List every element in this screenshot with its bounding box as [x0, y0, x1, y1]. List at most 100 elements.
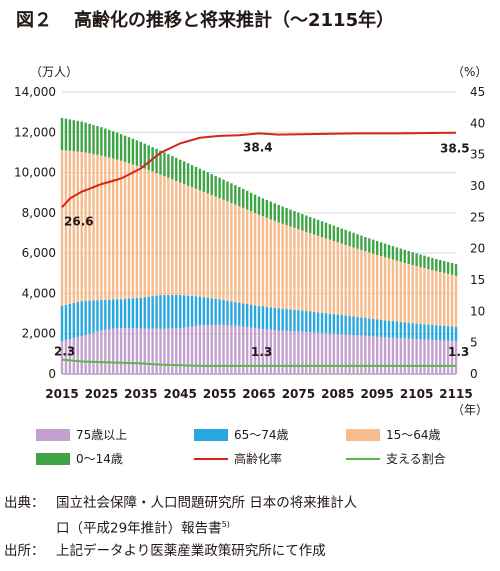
bar-segment-4 [423, 255, 426, 269]
bar-segment-1 [190, 326, 194, 374]
bar-segment-2 [155, 295, 158, 329]
bar-segment-2 [202, 297, 206, 326]
bar-segment-1 [340, 334, 343, 374]
bar-segment-2 [423, 324, 426, 340]
bar-segment-1 [356, 335, 359, 374]
bar-segment-4 [115, 132, 119, 160]
bar-segment-4 [297, 212, 300, 230]
bar-segment-3 [352, 247, 355, 317]
bar-segment-4 [427, 256, 430, 270]
bar-segment-2 [249, 304, 253, 328]
bar-segment-2 [159, 295, 162, 329]
source-reference: 5) [221, 520, 230, 529]
bar-segment-2 [88, 300, 91, 334]
bar-segment-3 [159, 174, 162, 296]
bar-segment-3 [242, 207, 245, 304]
bar-segment-1 [175, 328, 178, 374]
x-tick-label: 2025 [85, 387, 118, 401]
bar-segment-4 [415, 253, 418, 267]
figure-number: 図２ [16, 10, 52, 31]
x-tick-label: 2065 [242, 387, 275, 401]
bar-segment-2 [230, 301, 233, 326]
bar-segment-3 [415, 266, 418, 324]
bar-segment-1 [163, 328, 166, 374]
bar-segment-1 [368, 336, 371, 374]
bar-segment-4 [253, 194, 257, 213]
bar-segment-1 [119, 327, 123, 374]
bar-segment-1 [379, 336, 383, 374]
bar-segment-3 [273, 220, 276, 308]
bar-segment-2 [72, 302, 76, 339]
bar-segment-3 [450, 274, 454, 327]
data-label: 38.5 [440, 142, 470, 156]
bar-segment-2 [450, 326, 454, 341]
bar-segment-3 [139, 167, 143, 298]
bar-segment-3 [332, 240, 336, 315]
bar-segment-2 [92, 300, 95, 333]
bar-segment-2 [328, 313, 332, 334]
bar-segment-1 [301, 331, 304, 374]
bar-segment-1 [96, 331, 99, 374]
x-tick-label: 2075 [282, 387, 315, 401]
legend-line-aging-rate [194, 457, 228, 460]
aging-rate-line [61, 131, 457, 208]
bar-segment-1 [115, 328, 119, 374]
bar-segment-3 [407, 263, 410, 323]
bar-segment-2 [119, 299, 123, 328]
bar-segment-2 [218, 299, 221, 325]
bar-segment-4 [360, 235, 363, 250]
bar-segment-2 [273, 307, 276, 331]
bar-segment-3 [277, 222, 280, 309]
data-label: 26.6 [64, 214, 94, 228]
bar-segment-2 [379, 319, 383, 337]
legend-label-65-74: 65〜74歳 [234, 428, 289, 442]
bar-segment-4 [368, 238, 371, 253]
bar-segment-4 [431, 257, 434, 271]
bar-segment-2 [442, 325, 446, 341]
bar-segment-3 [88, 153, 91, 301]
bar-segment-1 [403, 338, 406, 374]
bar-segment-1 [305, 331, 308, 374]
bar-segment-4 [277, 205, 280, 223]
bar-segment-1 [186, 327, 190, 374]
bar-segment-2 [454, 326, 458, 341]
bar-segment-4 [68, 119, 72, 151]
bar-segment-1 [372, 336, 375, 374]
bar-segment-3 [328, 239, 332, 314]
bar-segment-4 [383, 243, 387, 258]
bar-segment-2 [182, 295, 186, 328]
bar-segment-3 [72, 151, 76, 303]
bar-segment-2 [305, 311, 308, 332]
bar-segment-1 [108, 329, 111, 374]
x-tick-label: 2045 [163, 387, 196, 401]
bar-segment-4 [226, 181, 229, 202]
bar-segment-1 [182, 327, 186, 374]
data-label: 2.3 [54, 345, 75, 359]
bar-segment-2 [320, 312, 324, 333]
bar-segment-2 [336, 314, 340, 334]
bar-segment-1 [352, 335, 355, 374]
bar-segment-2 [285, 309, 288, 331]
y-left-unit-label: （万人） [30, 65, 78, 79]
bar-segment-3 [324, 238, 328, 314]
bar-segment-1 [80, 336, 83, 374]
bar-segment-2 [76, 302, 79, 338]
bar-segment-1 [320, 332, 324, 374]
bar-segment-3 [151, 171, 154, 297]
bar-segment-2 [171, 295, 174, 329]
bar-segment-3 [368, 252, 371, 319]
chart-title: 図２ 高齢化の推移と将来推計（〜2115年） [10, 6, 394, 32]
bar-segment-2 [403, 322, 406, 339]
bar-segment-1 [230, 325, 233, 374]
bar-segment-1 [68, 339, 72, 374]
bar-segment-2 [131, 298, 135, 329]
bar-segment-3 [206, 193, 209, 298]
y-right-unit-label: （%） [452, 65, 487, 79]
bar-segment-4 [269, 201, 273, 220]
bar-segment-1 [202, 325, 206, 374]
bar-segment-1 [206, 325, 209, 374]
bar-segment-2 [96, 300, 99, 332]
bar-segment-4 [104, 128, 107, 157]
y-left-tick-label: 14,000 [14, 85, 56, 99]
bar-segment-3 [253, 212, 257, 306]
